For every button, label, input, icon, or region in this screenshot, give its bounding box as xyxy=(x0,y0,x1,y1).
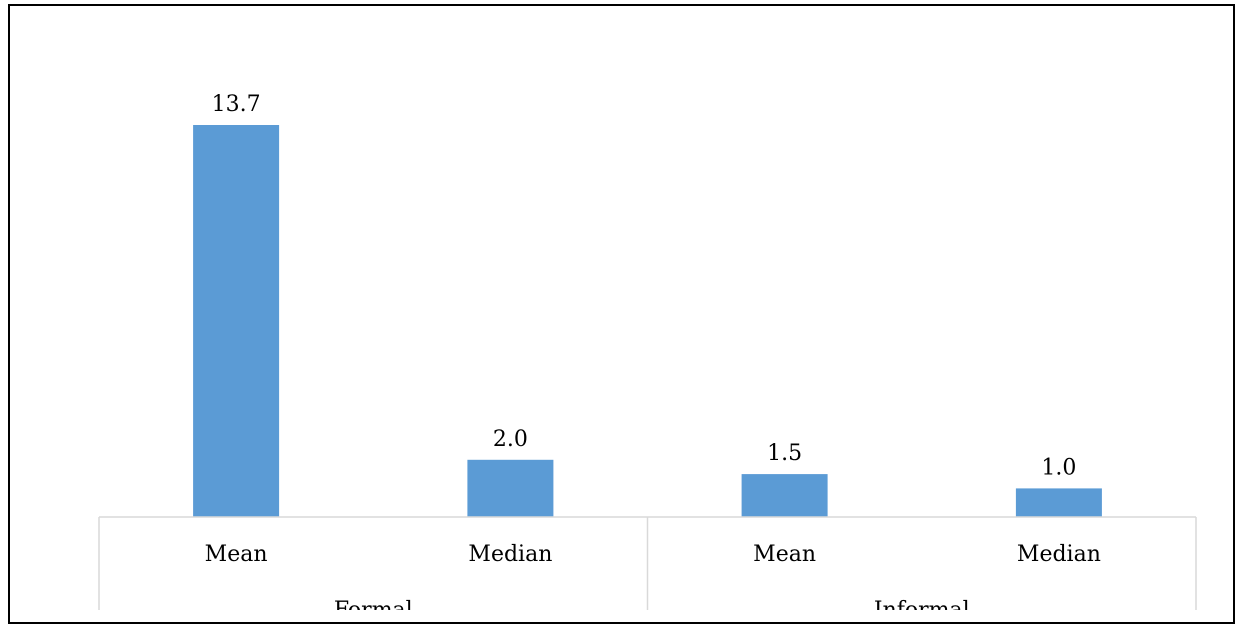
x-tick-label: Mean xyxy=(753,542,816,567)
x-group-label: Informal xyxy=(874,598,970,610)
data-label: 1.0 xyxy=(1041,455,1076,480)
x-tick-label: Median xyxy=(468,542,552,567)
x-group-label: Formal xyxy=(334,598,413,610)
x-tick-label: Median xyxy=(1017,542,1101,567)
bar-mean-formal xyxy=(193,125,280,517)
bar-mean-informal xyxy=(741,474,828,517)
x-tick-label: Mean xyxy=(205,542,268,567)
data-label: 13.7 xyxy=(212,92,261,117)
bar-median-informal xyxy=(1015,488,1102,517)
bar-chart: 13.7 2.0 1.5 1.0 Mean Median Mean Median Formal I… xyxy=(98,92,1197,610)
data-label: 1.5 xyxy=(767,441,802,466)
data-label: 2.0 xyxy=(493,427,528,452)
bar-median-formal xyxy=(467,459,554,517)
